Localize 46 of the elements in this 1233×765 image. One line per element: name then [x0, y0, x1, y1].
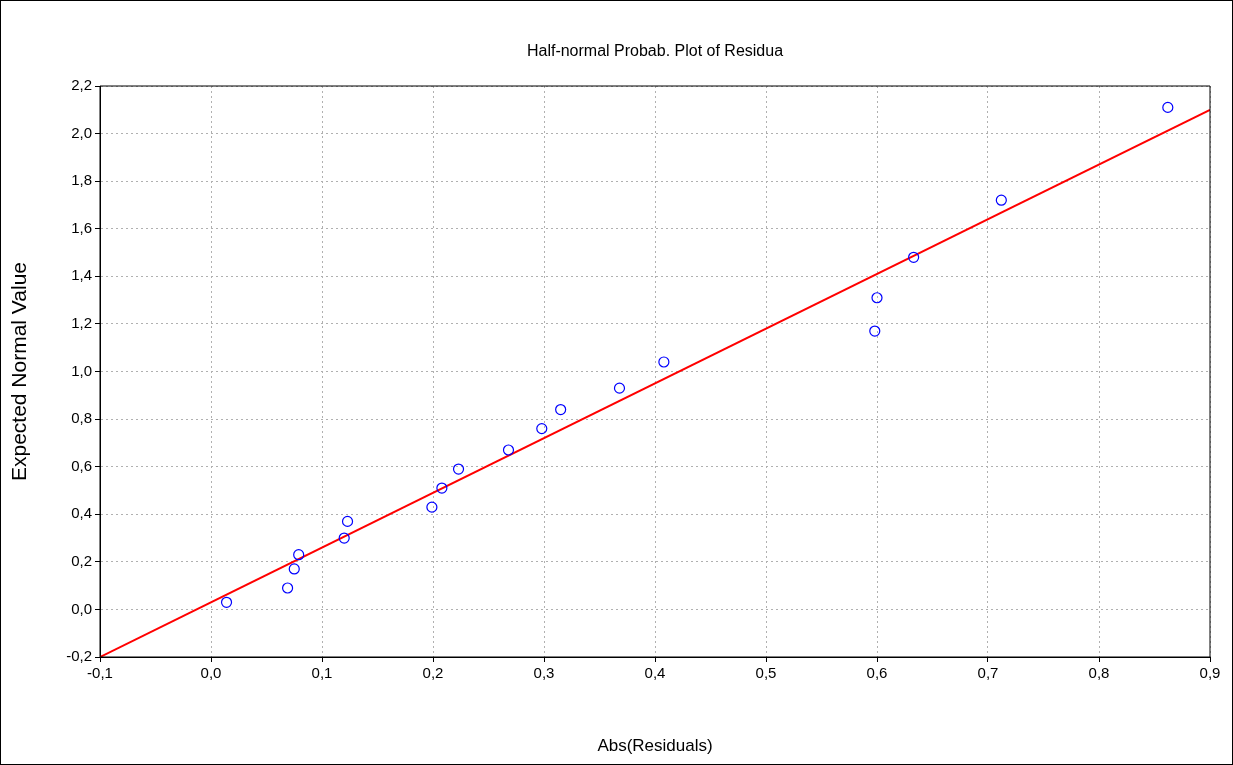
- x-tick-label: 0,9: [1199, 664, 1221, 682]
- y-tick-label: 2,0: [71, 123, 92, 141]
- x-tick-label: 0,7: [977, 664, 999, 682]
- point: [1162, 101, 1174, 114]
- point: [288, 563, 300, 575]
- x-tick-label: 0,1: [311, 664, 333, 682]
- y-tick-label: 1,4: [71, 266, 92, 284]
- point: [613, 382, 626, 394]
- point: [869, 325, 881, 337]
- x-tick-label: 0,8: [1088, 664, 1110, 682]
- y-tick-label: 0,6: [71, 456, 92, 474]
- point: [220, 596, 233, 608]
- y-tick-label: 1,2: [71, 314, 92, 332]
- point: [908, 251, 920, 263]
- point: [502, 444, 515, 456]
- y-tick-label: 1,6: [71, 218, 92, 236]
- point: [281, 582, 294, 594]
- x-axis-title: Abs(Residuals): [597, 736, 713, 756]
- point: [293, 549, 305, 561]
- y-tick-label: -0,2: [66, 647, 92, 665]
- point: [341, 515, 354, 527]
- x-tick-label: 0,0: [200, 664, 222, 682]
- point: [536, 423, 548, 435]
- x-tick-label: 0,6: [866, 664, 888, 682]
- point: [555, 403, 567, 416]
- point: [871, 292, 883, 304]
- point: [658, 356, 670, 368]
- y-tick-label: 1,8: [71, 171, 92, 189]
- point: [436, 482, 448, 494]
- y-tick-label: 0,4: [71, 504, 92, 522]
- point: [426, 501, 438, 513]
- y-tick-label: 2,2: [71, 76, 92, 94]
- y-tick-label: 0,2: [71, 551, 92, 569]
- y-tick-label: 1,0: [71, 361, 92, 379]
- chart-title: Half-normal Probab. Plot of Residua: [526, 42, 784, 60]
- x-tick-label: 0,4: [644, 664, 666, 682]
- x-tick-label: 0,2: [422, 664, 444, 682]
- point: [452, 463, 465, 475]
- point: [995, 194, 1007, 206]
- y-tick-label: 0,8: [71, 409, 92, 427]
- x-tick-label: 0,3: [533, 664, 555, 682]
- x-tick-label: 0,5: [755, 664, 777, 682]
- x-tick-label: -0,1: [87, 664, 113, 682]
- y-tick-label: 0,0: [71, 599, 92, 617]
- y-axis-title: Expected Normal Value: [7, 261, 31, 482]
- point: [338, 532, 350, 544]
